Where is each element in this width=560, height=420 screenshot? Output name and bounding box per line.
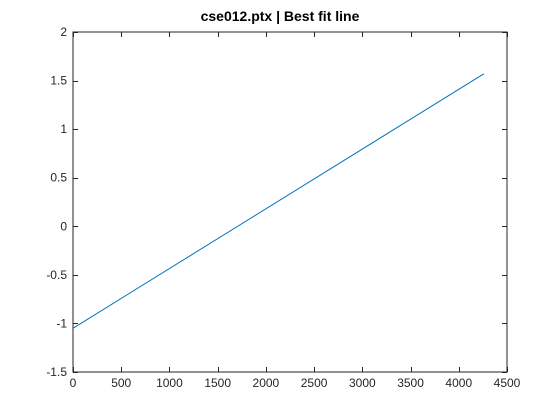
x-tick-label: 3000	[349, 376, 376, 390]
x-tick-label: 2500	[301, 376, 328, 390]
series-line	[72, 73, 485, 329]
x-tick-label: 1000	[156, 376, 183, 390]
y-tick-label: -0.5	[46, 268, 67, 282]
x-tick-label: 0	[70, 376, 77, 390]
ticks-group: 0 500 1000 1500 2000 2500 3000 3500 4000 4500 -1.5…	[46, 25, 520, 390]
x-tick-label: 4500	[494, 376, 521, 390]
y-tick-label: -1	[56, 316, 67, 330]
y-tick-label: 0	[60, 219, 67, 233]
series-group	[72, 73, 485, 329]
x-tick-label: 500	[111, 376, 131, 390]
x-tick-label: 3500	[397, 376, 424, 390]
y-tick-label: -1.5	[46, 365, 67, 379]
x-tick-label: 2000	[253, 376, 280, 390]
axes-group	[72, 31, 508, 373]
y-tick-label: 1	[60, 122, 67, 136]
x-tick-label: 1500	[204, 376, 231, 390]
y-tick-label: 1.5	[50, 74, 67, 88]
x-tick-label: 4000	[445, 376, 472, 390]
chart-title: cse012.ptx | Best fit line	[200, 8, 360, 24]
plot-area-box	[72, 31, 508, 373]
y-tick-label: 0.5	[50, 171, 67, 185]
y-tick-label: 2	[60, 25, 67, 39]
